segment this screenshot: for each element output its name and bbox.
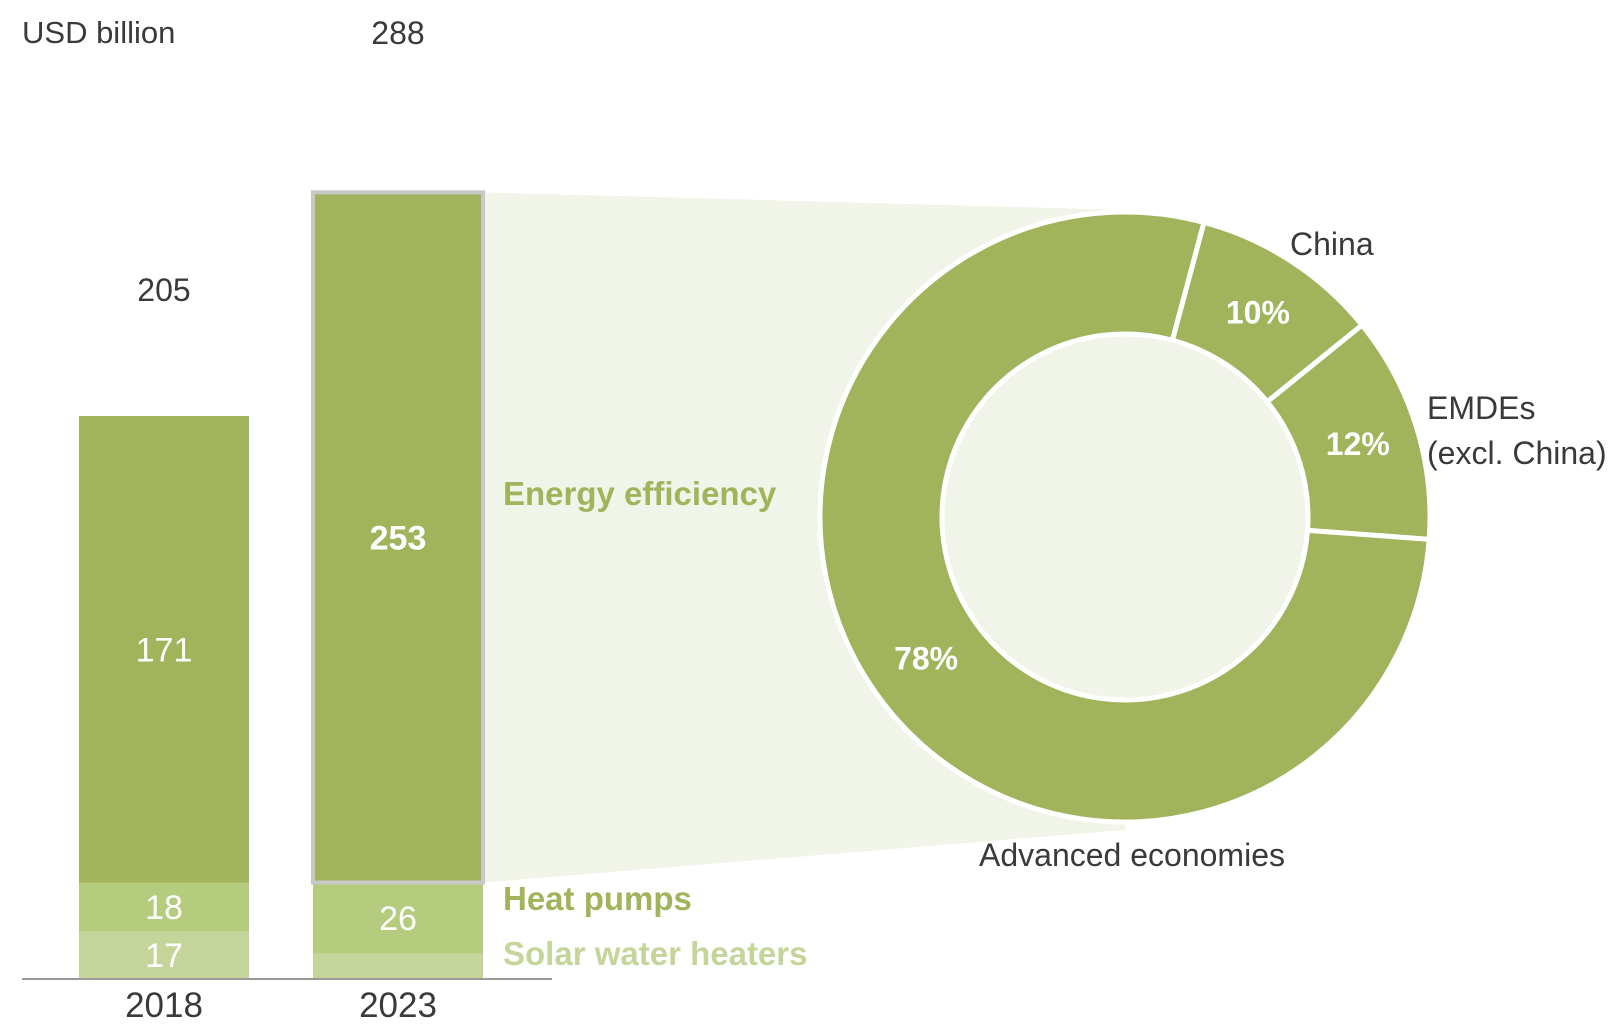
donut-label-china: 10%: [1226, 294, 1290, 330]
data-label-2018-heat-pumps: 18: [145, 889, 183, 927]
data-label-2023-heat-pumps: 26: [379, 900, 417, 938]
data-label-2023-energy-efficiency: 253: [370, 519, 427, 557]
legend-energy-efficiency: Energy efficiency: [503, 475, 777, 512]
x-tick-2018: 2018: [125, 986, 203, 1025]
donut-label-emdes-excl-china: 12%: [1326, 426, 1390, 462]
donut-slice-advanced-economies: [817, 209, 1432, 825]
y-axis-unit-label: USD billion: [22, 15, 175, 50]
bar-2023-energy-efficiency: [313, 192, 483, 883]
x-tick-2023: 2023: [359, 986, 437, 1025]
bar-2018-energy-efficiency: [79, 416, 249, 883]
total-label-2018: 205: [137, 272, 190, 308]
bar-2023-solar-water-heaters: [313, 953, 483, 978]
bar-2018-heat-pumps: [79, 882, 249, 932]
bar-2018-solar-water-heaters: [79, 931, 249, 978]
bar-2023-heat-pumps: [313, 882, 483, 954]
legend-heat-pumps: Heat pumps: [503, 880, 692, 917]
donut-label-advanced-economies: 78%: [894, 640, 958, 676]
total-label-2023: 288: [371, 15, 424, 51]
donut-hole: [942, 334, 1308, 700]
data-label-2018-energy-efficiency: 171: [136, 631, 193, 669]
pie-callout-china: China: [1290, 226, 1374, 262]
pie-callout-emdes: EMDEs: [1427, 390, 1535, 426]
donut-slices: 10% 12% 78%: [817, 209, 1433, 825]
pie-callout-emdes-qualifier: (excl. China): [1427, 435, 1607, 471]
pie-callout-advanced-economies: Advanced economies: [979, 837, 1285, 873]
labels: 17 18 171 26 253: [136, 519, 427, 974]
highlight-box: [311, 190, 485, 885]
data-label-2018-solar-water-heaters: 17: [145, 937, 183, 975]
legend-solar-water-heaters: Solar water heaters: [503, 935, 807, 972]
bars: [79, 192, 483, 978]
